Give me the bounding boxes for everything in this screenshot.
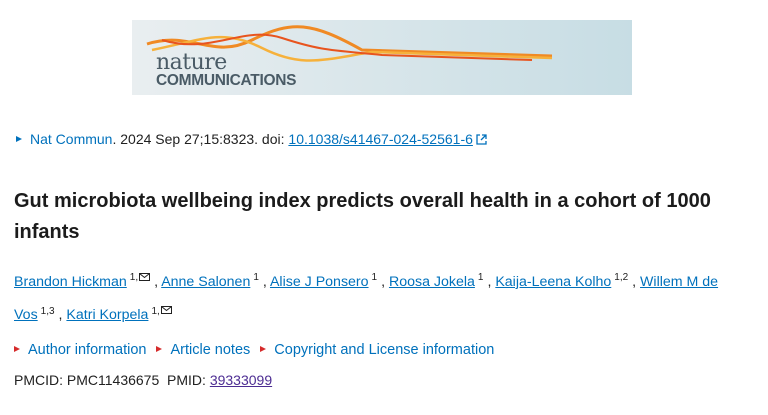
author: Brandon Hickman 1,: [14, 272, 161, 290]
logo-line1: nature: [156, 50, 227, 75]
pmcid-label: PMCID:: [14, 372, 63, 388]
info-link[interactable]: Author information: [14, 342, 146, 358]
author-affiliation: 1: [371, 272, 378, 283]
author-affiliation: 1,2: [614, 272, 629, 283]
pmid-label: PMID:: [167, 372, 206, 388]
author-name[interactable]: Brandon Hickman: [14, 273, 127, 290]
info-links: Author information Article notes Copyright…: [14, 342, 504, 358]
author-affiliation: 1,: [151, 305, 160, 317]
author-affiliation: 1: [477, 272, 484, 283]
logo-line2: COMMUNICATIONS: [156, 72, 297, 89]
article-title: Gut microbiota wellbeing index predicts …: [14, 190, 711, 243]
author: Katri Korpela 1,: [66, 305, 172, 324]
mail-icon[interactable]: [160, 306, 172, 315]
author-name[interactable]: Roosa Jokela: [388, 273, 475, 290]
author: Alise J Ponsero 1: [269, 272, 389, 290]
citation: Nat Commun. 2024 Sep 27;15:8323. doi: 10…: [16, 131, 487, 147]
author-name[interactable]: Anne Salonen: [161, 273, 251, 290]
author: Kaija-Leena Kolho 1,2: [495, 272, 640, 290]
logo-waves: [146, 25, 553, 62]
author-affiliation: 1,: [129, 272, 139, 283]
mail-icon[interactable]: [139, 272, 151, 281]
author-name[interactable]: Katri Korpela: [66, 307, 149, 324]
journal-logo[interactable]: nature COMMUNICATIONS: [132, 20, 632, 95]
external-icon: [476, 134, 487, 145]
author: Anne Salonen 1: [161, 272, 270, 290]
article-ids: PMCID: PMC11436675 PMID: 39333099: [14, 372, 272, 388]
doi-link[interactable]: 10.1038/s41467-024-52561-6: [288, 131, 473, 147]
citation-details: . 2024 Sep 27;15:8323. doi:: [112, 131, 289, 147]
pmid-link[interactable]: 39333099: [209, 372, 273, 388]
journal-link[interactable]: Nat Commun: [16, 131, 112, 147]
author-affiliation: 1: [253, 272, 259, 283]
info-link[interactable]: Copyright and License information: [260, 342, 494, 358]
author-name[interactable]: Kaija-Leena Kolho: [495, 273, 612, 290]
pmcid: PMC11436675: [66, 372, 160, 388]
author-name[interactable]: Willem M de Vos: [14, 273, 719, 324]
author-name[interactable]: Alise J Ponsero: [269, 273, 369, 290]
info-link[interactable]: Article notes: [156, 342, 250, 358]
author-affiliation: 1,3: [40, 305, 55, 317]
author: Roosa Jokela 1: [388, 272, 495, 290]
